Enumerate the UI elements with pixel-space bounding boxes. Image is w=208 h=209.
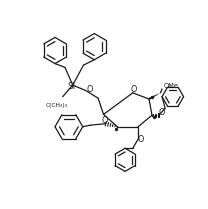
- Text: OMe: OMe: [163, 83, 179, 89]
- Text: O: O: [158, 108, 165, 117]
- Text: Si: Si: [67, 82, 75, 91]
- Text: O: O: [101, 116, 108, 125]
- Text: C(CH₃)₃: C(CH₃)₃: [46, 103, 68, 108]
- Polygon shape: [148, 93, 161, 100]
- Text: O: O: [137, 135, 144, 144]
- Text: O: O: [87, 85, 93, 94]
- Text: O: O: [130, 85, 137, 94]
